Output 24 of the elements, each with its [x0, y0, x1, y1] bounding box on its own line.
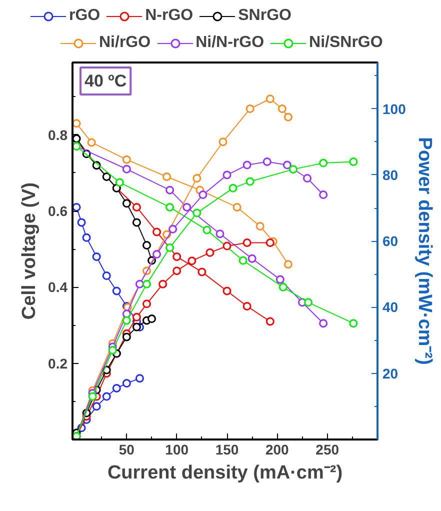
x-tick-label: 50 — [118, 442, 135, 458]
y-tick-label: 0.6 — [48, 203, 68, 220]
y-axis-title: Cell voltage (V) — [19, 182, 40, 320]
legend-label: SNrGO — [238, 7, 292, 25]
y-tick-label: 0.8 — [48, 126, 68, 143]
x-tick-label: 250 — [316, 442, 340, 458]
x-axis-title: Current density (mA·cm⁻²) — [107, 462, 343, 484]
legend-label: Ni/SNrGO — [309, 34, 383, 52]
y2-tick-label: 80 — [382, 166, 398, 183]
x-tick-label: 100 — [165, 442, 189, 458]
y2-tick-label: 40 — [382, 299, 398, 316]
y2-axis-title: Power density (mW·cm⁻²) — [414, 137, 435, 365]
legend-label: N-rGO — [145, 7, 194, 25]
annotation: 40 ºC — [84, 72, 127, 90]
x-tick-label: 150 — [215, 442, 239, 458]
legend-label: rGO — [69, 7, 100, 25]
x-tick-label: 200 — [265, 442, 290, 458]
legend-label: Ni/rGO — [99, 34, 151, 52]
y2-tick-label: 100 — [382, 100, 406, 117]
y-tick-label: 0.4 — [48, 279, 68, 296]
y2-tick-label: 20 — [382, 365, 398, 382]
legend-label: Ni/N-rGO — [196, 34, 264, 52]
y2-tick-label: 60 — [382, 233, 398, 250]
y-tick-label: 0.2 — [48, 355, 68, 372]
